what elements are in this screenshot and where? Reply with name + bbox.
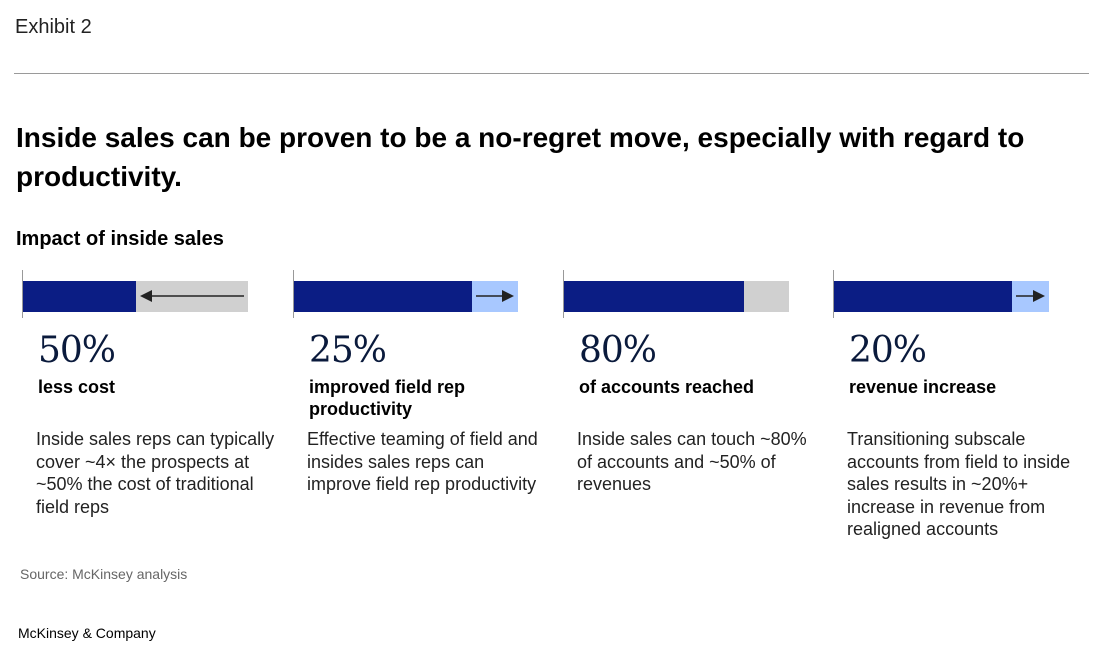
- metric-description: Inside sales reps can typically cover ~4…: [36, 429, 275, 517]
- bar-axis: [293, 270, 294, 318]
- metric-value: 80%: [579, 330, 657, 371]
- metric-card-cost: 50% less cost Inside sales reps can typi…: [22, 270, 274, 517]
- bar-productivity: [293, 270, 518, 318]
- bar-cost: [22, 270, 248, 318]
- bar-axis: [22, 270, 23, 318]
- brand-footer: McKinsey & Company: [18, 625, 156, 641]
- exhibit-label: Exhibit 2: [15, 16, 92, 38]
- bar-fill-base: [564, 281, 744, 312]
- metric-card-productivity: 25% improved field rep productivity Effe…: [293, 270, 543, 494]
- metric-value: 20%: [849, 330, 927, 371]
- bar-accounts: [563, 270, 789, 318]
- metric-value: 25%: [309, 330, 387, 371]
- arrow-right-icon: [1016, 290, 1045, 302]
- metric-caption: improved field rep productivity: [309, 377, 466, 419]
- metric-value: 50%: [38, 330, 116, 371]
- page-title: Inside sales can be proven to be a no-re…: [16, 122, 1025, 192]
- bar-fill-base: [23, 281, 136, 312]
- bar-fill-base: [834, 281, 1012, 312]
- metric-card-revenue: 20% revenue increase Transitioning subsc…: [833, 270, 1083, 539]
- source-note: Source: McKinsey analysis: [20, 566, 188, 582]
- metric-caption: less cost: [38, 377, 116, 397]
- arrow-head: [1033, 290, 1045, 302]
- divider: [14, 73, 1089, 74]
- bar-fill-base: [294, 281, 472, 312]
- bar-axis: [563, 270, 564, 318]
- arrow-head: [140, 290, 152, 302]
- metric-description: Inside sales can touch ~80% of accounts …: [577, 429, 807, 494]
- metric-description: Effective teaming of field and insides s…: [307, 429, 538, 494]
- metric-caption: of accounts reached: [579, 377, 755, 397]
- arrow-right-icon: [476, 290, 514, 302]
- arrow-left-icon: [140, 290, 244, 302]
- metric-card-accounts: 80% of accounts reached Inside sales can…: [563, 270, 813, 494]
- bar-fill-change: [744, 281, 789, 312]
- metric-description: Transitioning subscale accounts from fie…: [847, 429, 1071, 539]
- metric-caption: revenue increase: [849, 377, 997, 397]
- chart-subtitle: Impact of inside sales: [16, 228, 224, 250]
- bar-revenue: [833, 270, 1058, 318]
- bar-axis: [833, 270, 834, 318]
- arrow-head: [502, 290, 514, 302]
